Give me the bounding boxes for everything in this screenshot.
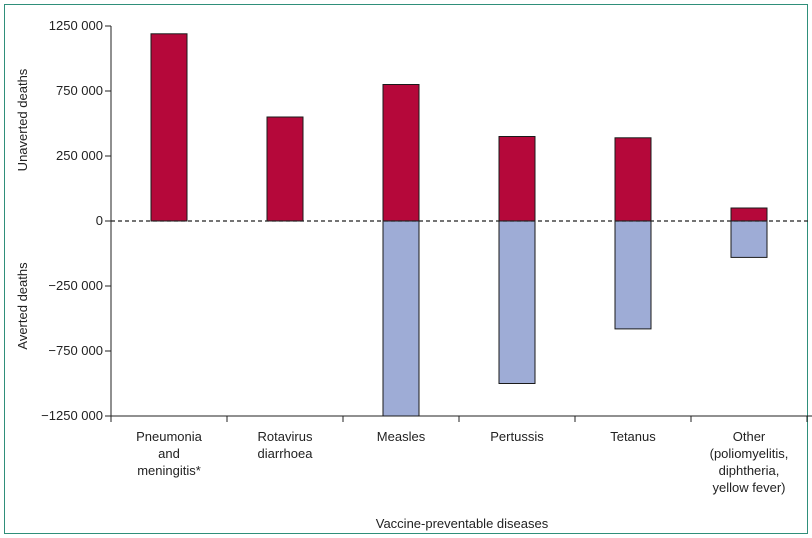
- averted-bar: [730, 220, 768, 258]
- y-tick-label: −1250 000: [41, 408, 103, 423]
- category-label: Rotavirus diarrhoea: [258, 429, 314, 461]
- y-tick-label: −750 000: [48, 343, 103, 358]
- unaverted-bar: [730, 207, 768, 222]
- x-axis-title: Vaccine-preventable diseases: [376, 516, 549, 531]
- averted-bar: [498, 220, 536, 384]
- category-label: Other (poliomyelitis, diphtheria, yellow fe…: [710, 429, 789, 495]
- bars: [111, 33, 808, 417]
- y-tick-label: 0: [96, 213, 103, 228]
- averted-bar: [382, 220, 420, 417]
- labels: 1250 000 750 000 250 000 0 −250 000 −750 000 −…: [41, 18, 788, 495]
- category-label: Pneumonia and meningitis*: [136, 429, 203, 478]
- unaverted-bar: [382, 84, 420, 222]
- unaverted-bar: [150, 33, 188, 222]
- y-tick-label: 750 000: [56, 83, 103, 98]
- averted-bar: [614, 220, 652, 330]
- y-axis-title-bottom: Averted deaths: [15, 262, 30, 350]
- unaverted-bar: [498, 136, 536, 222]
- unaverted-bar: [614, 137, 652, 222]
- category-label: Tetanus: [610, 429, 656, 444]
- y-tick-label: 250 000: [56, 148, 103, 163]
- y-tick-label: −250 000: [48, 278, 103, 293]
- y-tick-label: 1250 000: [49, 18, 103, 33]
- category-label: Measles: [377, 429, 426, 444]
- unaverted-bar: [266, 116, 304, 222]
- category-label: Pertussis: [490, 429, 544, 444]
- axes: [105, 25, 812, 422]
- y-axis-title-top: Unaverted deaths: [15, 68, 30, 171]
